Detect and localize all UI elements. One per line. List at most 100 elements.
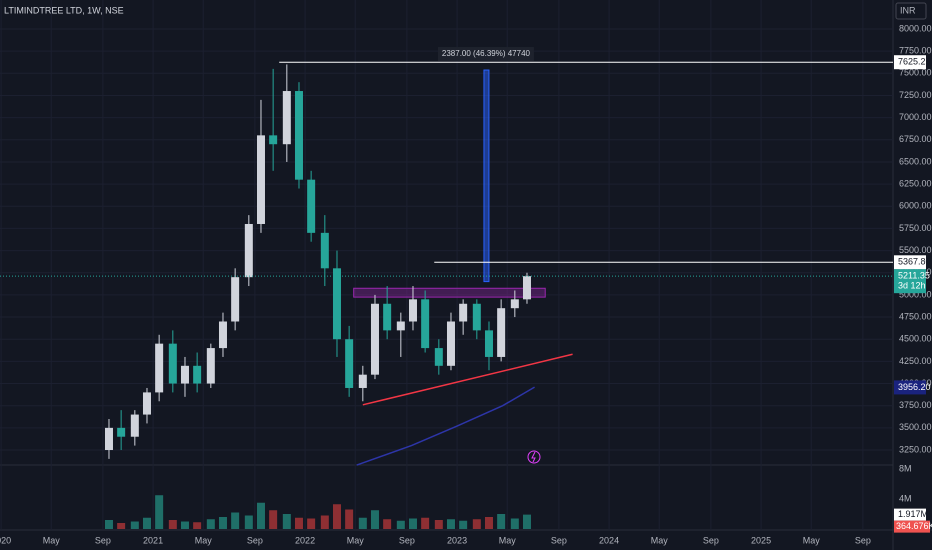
y-tick-label: 7500.00 [899,68,932,78]
x-tick-label: May [651,535,669,545]
candle-body [193,365,202,384]
volume-bar [497,513,506,529]
candle-body [472,303,481,331]
volume-label: 1.917M [898,509,928,519]
y-tick-label: 6750.00 [899,134,932,144]
candle-body [408,299,417,322]
candle-body [332,268,341,340]
x-tick-label: 2021 [143,535,163,545]
y-tick-label: 5500.00 [899,245,932,255]
trendline [362,353,573,406]
volume-bar [332,504,341,529]
volume-bar [522,514,531,529]
y-tick-label: 7250.00 [899,90,932,100]
volume-bar [142,517,151,529]
y-tick-label: 7750.00 [899,46,932,56]
candle-body [446,321,455,366]
event-icon-bolt [531,451,536,463]
y-tick-label: 6500.00 [899,156,932,166]
y-tick-label: 8000.00 [899,23,932,33]
candle-body [497,308,506,357]
candle-body [459,303,468,322]
candle-body [168,343,177,384]
candle-body [206,348,215,384]
volume-ma-label: 364.676K [896,521,932,531]
volume-bar [320,515,329,529]
candle-body [155,343,164,393]
volume-bar [294,517,303,529]
x-tick-label: May [803,535,821,545]
volume-bar [155,495,164,529]
level-label-bg [894,55,926,70]
candle-body [345,339,354,388]
x-tick-label: Sep [95,535,111,545]
x-tick-label: Sep [551,535,567,545]
y-tick-label: 3250.00 [899,444,932,454]
candle-body [117,427,126,437]
y-tick-label: 4500.00 [899,334,932,344]
y-tick-label: 5750.00 [899,223,932,233]
volume-bar [206,519,215,529]
volume-ma-label-bg [894,520,930,533]
event-icon[interactable] [527,450,541,464]
measure-bar [483,69,490,283]
volume-bar [345,509,354,529]
zone-box [353,287,546,298]
y-tick-label: 3750.00 [899,400,932,410]
candle-body [244,223,253,278]
x-tick-label: May [43,535,61,545]
currency: INR [900,5,916,15]
volume-bar [446,519,455,529]
x-tick-label: 2022 [295,535,315,545]
volume-bar [408,518,417,529]
candle-body [256,135,265,224]
volume-bar [244,515,253,529]
candle-body [358,374,367,388]
candle-body [510,299,519,309]
y-tick-label: 7000.00 [899,112,932,122]
volume-bar [104,519,113,529]
measure-label: 2387.00 (46.39%) 47740 [442,49,531,58]
y-tick-label: 3500.00 [899,422,932,432]
volume-bar [434,519,443,529]
y-tick-label: 6250.00 [899,178,932,188]
volume-bar [396,520,405,529]
currency-box[interactable] [895,2,927,20]
volume-bar [193,522,202,529]
candle-body [522,276,531,300]
volume-bar [282,513,291,529]
ma-label-bg [894,380,926,395]
x-tick-label: Sep [703,535,719,545]
volume-label-bg [894,508,926,521]
y-tick-label: 5000.00 [899,289,932,299]
x-tick-label: 2020 [0,535,11,545]
candle-body [294,91,303,180]
volume-bar [358,517,367,529]
volume-tick-label: 8M [899,463,912,473]
moving-average [356,386,535,466]
price-label: 5211.35 [898,271,930,281]
volume-bar [117,522,126,529]
volume-bar [218,516,227,529]
level-label-bg [894,255,926,270]
volume-bar [383,519,392,529]
volume-bar [484,516,493,529]
x-tick-label: Sep [399,535,415,545]
volume-tick-label: 4M [899,493,912,503]
x-tick-label: May [195,535,213,545]
level-label: 5367.80 [898,257,931,267]
y-tick-label: 4750.00 [899,311,932,321]
volume-bar [231,512,240,529]
x-tick-label: May [347,535,365,545]
candle-body [396,321,405,331]
candle-body [421,299,430,349]
candle-body [104,427,113,451]
volume-bar [421,517,430,529]
chart-title: LTIMINDTREE LTD, 1W, NSE [4,5,124,15]
candle-body [320,232,329,269]
candle-body [180,365,189,384]
x-tick-label: May [499,535,517,545]
candle-body [142,392,151,415]
